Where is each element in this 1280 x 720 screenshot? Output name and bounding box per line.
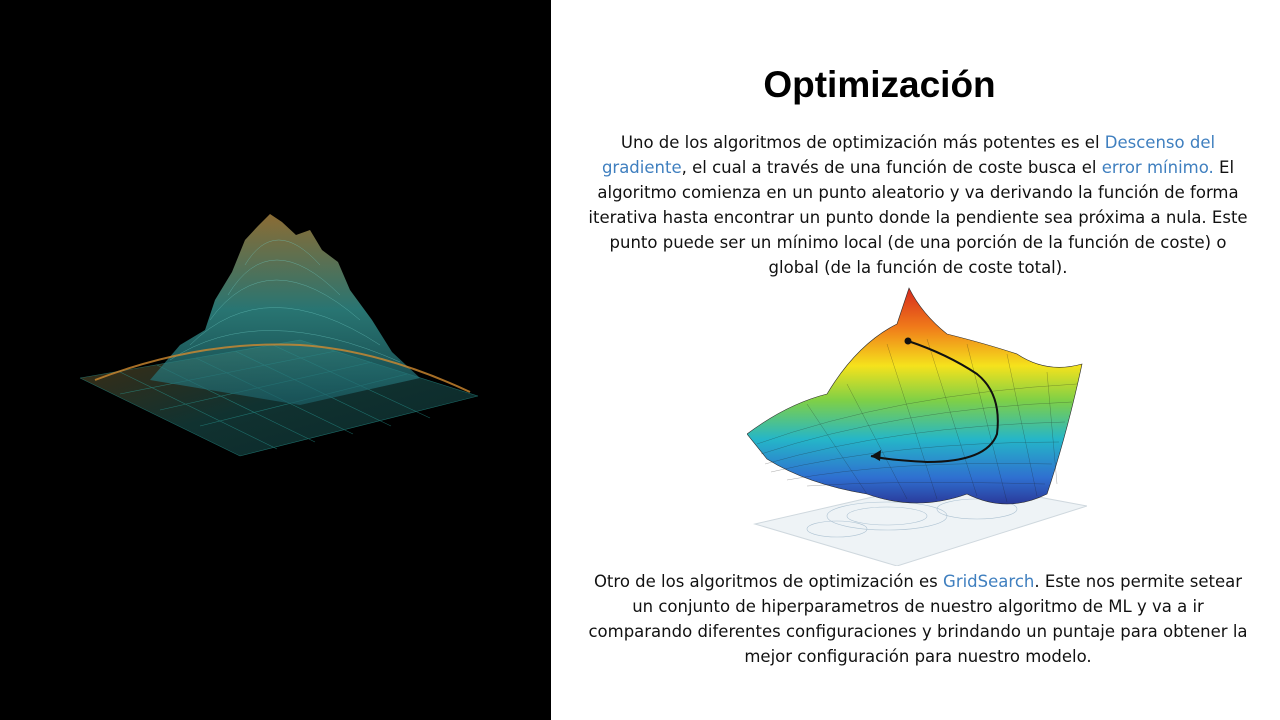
gridsearch-link[interactable]: GridSearch (943, 572, 1035, 591)
paragraph1-text-2: , el cual a través de una función de cos… (681, 158, 1102, 177)
decorative-image-panel (0, 0, 551, 720)
gridsearch-paragraph: Otro de los algoritmos de optimización e… (585, 569, 1251, 669)
paragraph2-text-2: . Este nos permite setear un conjunto de… (588, 572, 1248, 666)
gradient-descent-paragraph: Uno de los algoritmos de optimización má… (585, 130, 1251, 280)
paragraph1-text-3: El algoritmo comienza en un punto aleato… (588, 158, 1248, 277)
paragraph1-text-1: Uno de los algoritmos de optimización má… (620, 133, 1105, 152)
paragraph2-text-1: Otro de los algoritmos de optimización e… (593, 572, 944, 591)
minimum-error-link[interactable]: error mínimo. (1101, 158, 1214, 177)
content-panel: Optimización Uno de los algoritmos de op… (551, 0, 1280, 720)
loss-surface-image (747, 287, 1087, 566)
gradient-descent-link[interactable]: Descenso del gradiente (601, 133, 1216, 177)
wireframe-terrain-image (79, 214, 479, 457)
slide-title: Optimización (763, 64, 996, 105)
